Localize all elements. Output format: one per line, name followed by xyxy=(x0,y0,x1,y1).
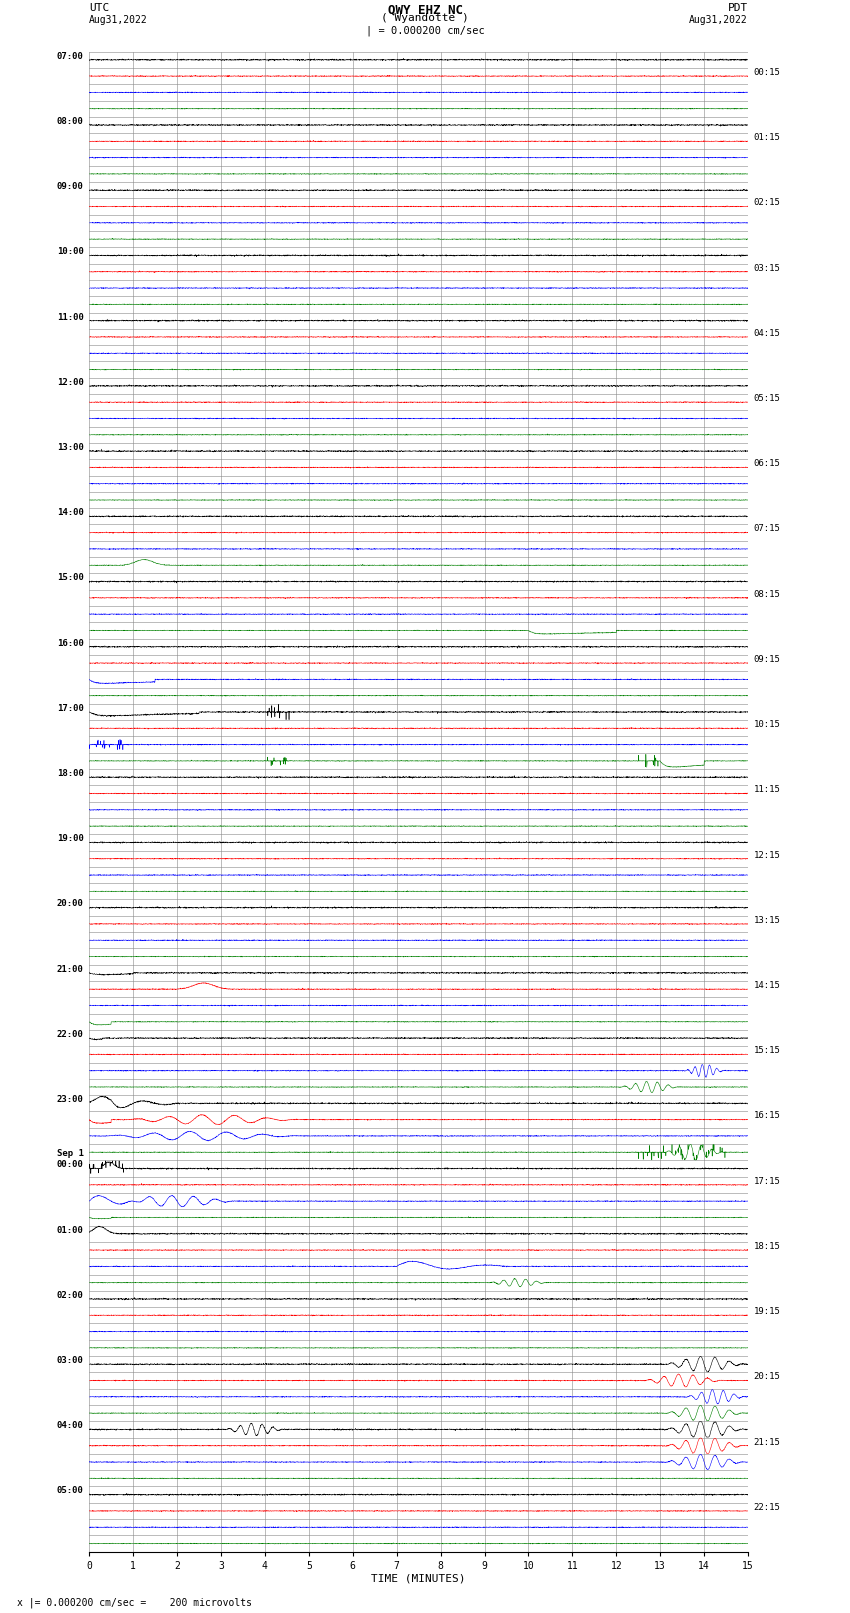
Text: 07:00: 07:00 xyxy=(57,52,83,61)
Text: 05:15: 05:15 xyxy=(754,394,780,403)
Text: 00:15: 00:15 xyxy=(754,68,780,77)
Text: Sep 1: Sep 1 xyxy=(57,1148,83,1158)
Text: PDT: PDT xyxy=(728,3,748,13)
Text: 06:15: 06:15 xyxy=(754,460,780,468)
Text: 19:15: 19:15 xyxy=(754,1307,780,1316)
Text: 11:00: 11:00 xyxy=(57,313,83,321)
Text: 05:00: 05:00 xyxy=(57,1487,83,1495)
Text: 10:15: 10:15 xyxy=(754,719,780,729)
Text: 21:00: 21:00 xyxy=(57,965,83,974)
Text: 15:00: 15:00 xyxy=(57,573,83,582)
Text: 01:00: 01:00 xyxy=(57,1226,83,1234)
Text: Aug31,2022: Aug31,2022 xyxy=(689,15,748,24)
Text: 17:15: 17:15 xyxy=(754,1176,780,1186)
Text: QWY EHZ NC: QWY EHZ NC xyxy=(388,3,462,16)
Text: x |= 0.000200 cm/sec =    200 microvolts: x |= 0.000200 cm/sec = 200 microvolts xyxy=(17,1597,252,1608)
Text: 20:00: 20:00 xyxy=(57,900,83,908)
Text: 20:15: 20:15 xyxy=(754,1373,780,1381)
Text: 00:00: 00:00 xyxy=(57,1160,83,1169)
Text: 08:15: 08:15 xyxy=(754,590,780,598)
Text: ( Wyandotte ): ( Wyandotte ) xyxy=(381,13,469,23)
Text: 04:00: 04:00 xyxy=(57,1421,83,1431)
Text: 18:00: 18:00 xyxy=(57,769,83,777)
Text: | = 0.000200 cm/sec: | = 0.000200 cm/sec xyxy=(366,26,484,37)
Text: 19:00: 19:00 xyxy=(57,834,83,844)
Text: 17:00: 17:00 xyxy=(57,703,83,713)
Text: 02:00: 02:00 xyxy=(57,1290,83,1300)
Text: 08:00: 08:00 xyxy=(57,116,83,126)
X-axis label: TIME (MINUTES): TIME (MINUTES) xyxy=(371,1574,466,1584)
Text: 21:15: 21:15 xyxy=(754,1437,780,1447)
Text: 14:00: 14:00 xyxy=(57,508,83,518)
Text: UTC: UTC xyxy=(89,3,110,13)
Text: 09:15: 09:15 xyxy=(754,655,780,665)
Text: 15:15: 15:15 xyxy=(754,1047,780,1055)
Text: 07:15: 07:15 xyxy=(754,524,780,534)
Text: 04:15: 04:15 xyxy=(754,329,780,337)
Text: 12:00: 12:00 xyxy=(57,377,83,387)
Text: 12:15: 12:15 xyxy=(754,850,780,860)
Text: 03:00: 03:00 xyxy=(57,1357,83,1365)
Text: 01:15: 01:15 xyxy=(754,134,780,142)
Text: 11:15: 11:15 xyxy=(754,786,780,794)
Text: 14:15: 14:15 xyxy=(754,981,780,990)
Text: 10:00: 10:00 xyxy=(57,247,83,256)
Text: 03:15: 03:15 xyxy=(754,263,780,273)
Text: 13:00: 13:00 xyxy=(57,444,83,452)
Text: 22:00: 22:00 xyxy=(57,1031,83,1039)
Text: Aug31,2022: Aug31,2022 xyxy=(89,15,148,24)
Text: 22:15: 22:15 xyxy=(754,1503,780,1511)
Text: 13:15: 13:15 xyxy=(754,916,780,924)
Text: 09:00: 09:00 xyxy=(57,182,83,190)
Text: 02:15: 02:15 xyxy=(754,198,780,208)
Text: 16:00: 16:00 xyxy=(57,639,83,647)
Text: 18:15: 18:15 xyxy=(754,1242,780,1252)
Text: 23:00: 23:00 xyxy=(57,1095,83,1105)
Text: 16:15: 16:15 xyxy=(754,1111,780,1121)
